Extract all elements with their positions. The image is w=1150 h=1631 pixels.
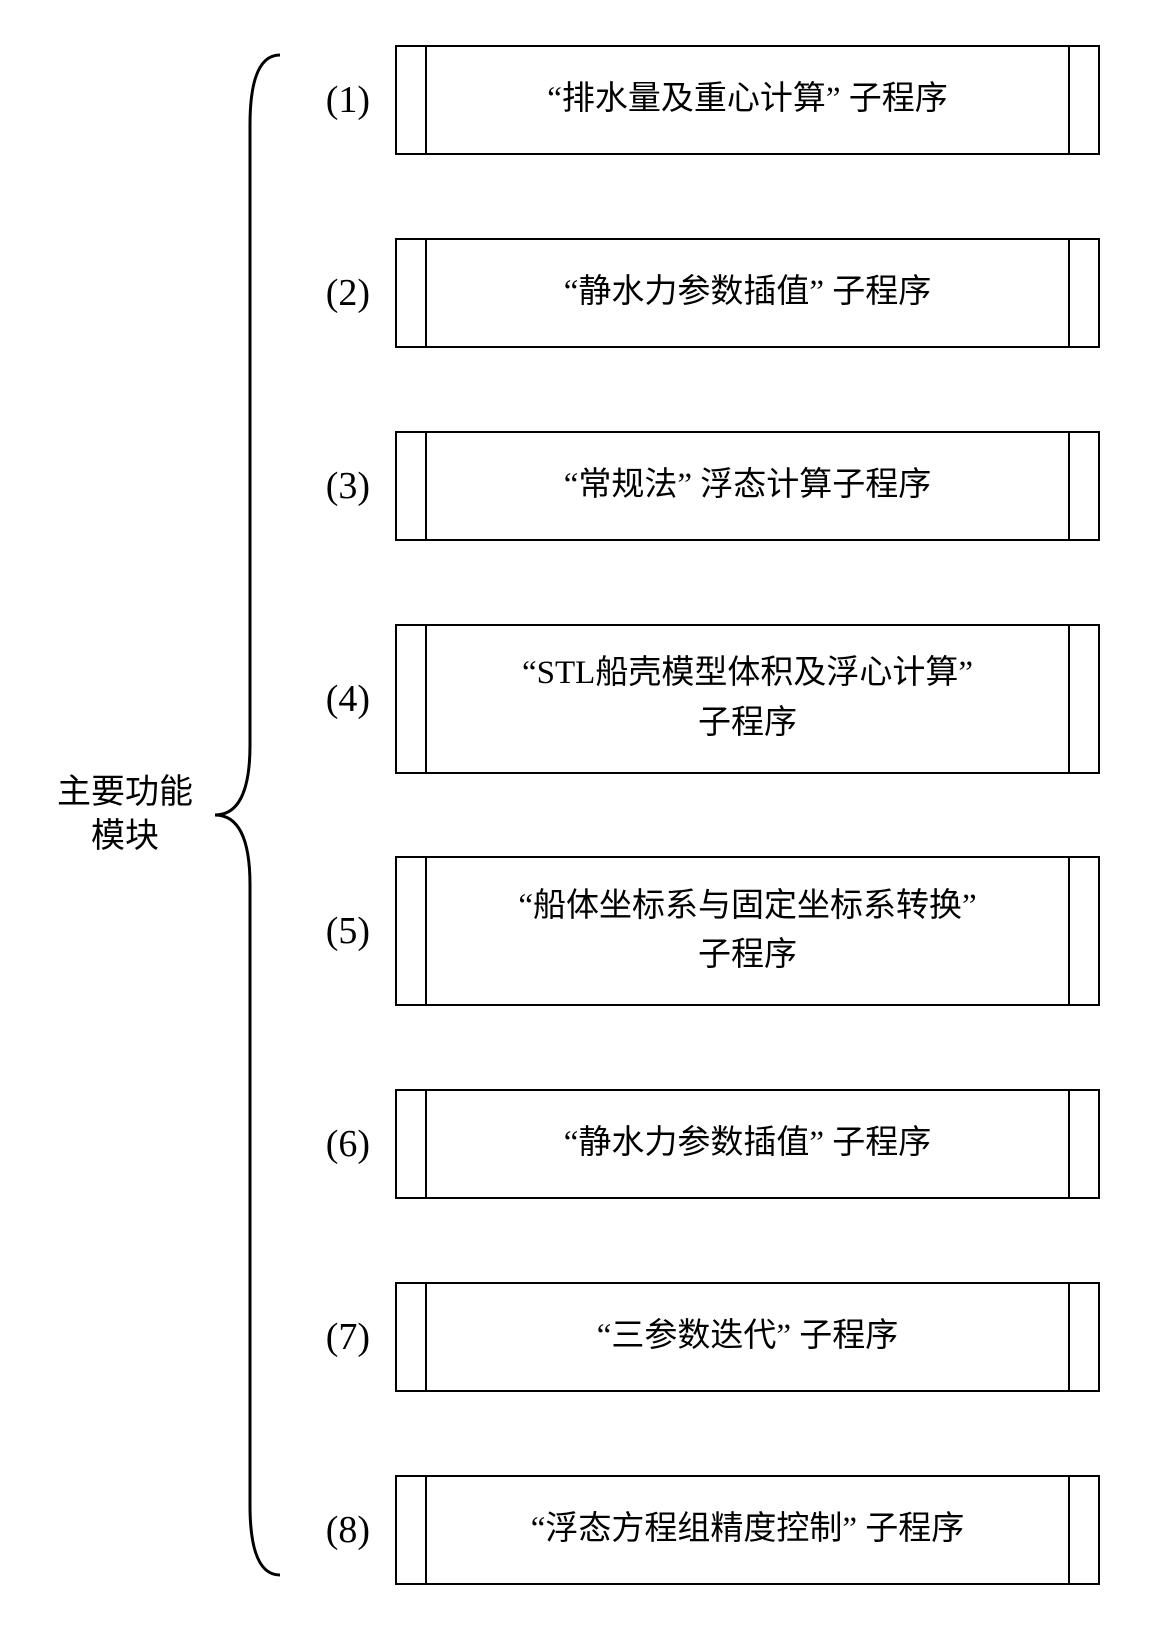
item-box: “三参数迭代” 子程序: [395, 1282, 1100, 1392]
item-text: “排水量及重心计算” 子程序: [547, 75, 948, 125]
item-row: (8) “浮态方程组精度控制” 子程序: [290, 1475, 1100, 1585]
item-number: (3): [290, 464, 370, 508]
item-text: “STL船壳模型体积及浮心计算”子程序: [522, 649, 973, 748]
item-number: (2): [290, 271, 370, 315]
item-number: (7): [290, 1315, 370, 1359]
item-text: “静水力参数插值” 子程序: [564, 1119, 932, 1169]
item-row: (6) “静水力参数插值” 子程序: [290, 1089, 1100, 1199]
items-column: (1) “排水量及重心计算” 子程序 (2) “静水力参数插值” 子程序 (3)…: [290, 35, 1100, 1595]
item-text: “静水力参数插值” 子程序: [564, 268, 932, 318]
item-box: “静水力参数插值” 子程序: [395, 238, 1100, 348]
item-row: (7) “三参数迭代” 子程序: [290, 1282, 1100, 1392]
curly-brace: [200, 45, 290, 1585]
item-text: “常规法” 浮态计算子程序: [564, 461, 932, 511]
diagram-container: 主要功能模块 (1) “排水量及重心计算” 子程序 (2) “静水力参数插值” …: [50, 10, 1100, 1620]
item-number: (6): [290, 1122, 370, 1166]
item-row: (5) “船体坐标系与固定坐标系转换”子程序: [290, 856, 1100, 1006]
item-box: “STL船壳模型体积及浮心计算”子程序: [395, 624, 1100, 774]
item-text: “浮态方程组精度控制” 子程序: [531, 1505, 965, 1555]
item-box: “浮态方程组精度控制” 子程序: [395, 1475, 1100, 1585]
item-number: (8): [290, 1508, 370, 1552]
item-row: (4) “STL船壳模型体积及浮心计算”子程序: [290, 624, 1100, 774]
item-number: (1): [290, 78, 370, 122]
item-number: (5): [290, 909, 370, 953]
root-label: 主要功能模块: [50, 771, 200, 859]
item-row: (2) “静水力参数插值” 子程序: [290, 238, 1100, 348]
item-row: (1) “排水量及重心计算” 子程序: [290, 45, 1100, 155]
item-number: (4): [290, 677, 370, 721]
item-row: (3) “常规法” 浮态计算子程序: [290, 431, 1100, 541]
item-box: “船体坐标系与固定坐标系转换”子程序: [395, 856, 1100, 1006]
item-box: “排水量及重心计算” 子程序: [395, 45, 1100, 155]
item-text: “船体坐标系与固定坐标系转换”子程序: [518, 882, 976, 981]
item-box: “静水力参数插值” 子程序: [395, 1089, 1100, 1199]
item-box: “常规法” 浮态计算子程序: [395, 431, 1100, 541]
item-text: “三参数迭代” 子程序: [597, 1312, 899, 1362]
